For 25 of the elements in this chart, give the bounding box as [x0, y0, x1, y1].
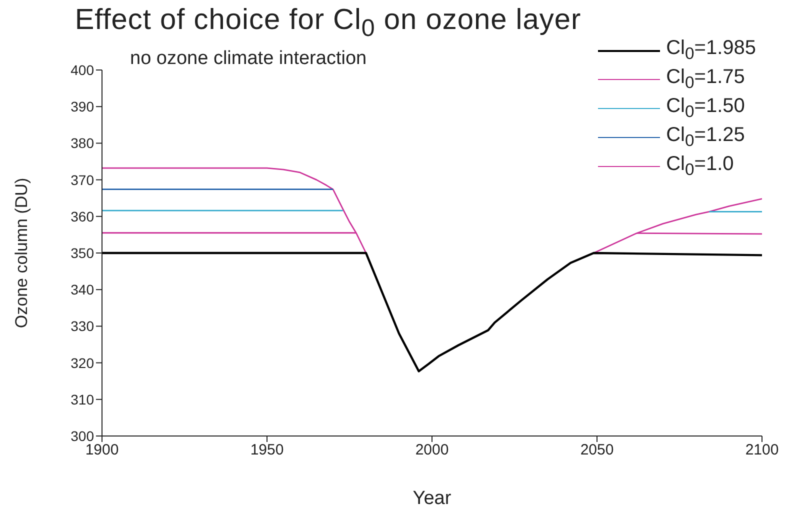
legend-label: Cl$_{0}$=1.985 [666, 37, 756, 64]
x-tick-label: 1900 [85, 442, 119, 459]
x-tick-label: 1950 [250, 442, 284, 459]
y-tick-label: 390 [70, 98, 94, 115]
legend-label: Cl$_{0}$=1.75 [666, 66, 745, 93]
y-tick-label: 380 [70, 135, 94, 152]
legend-label: Cl$_{0}$=1.0 [666, 153, 734, 180]
y-tick-label: 350 [70, 244, 94, 261]
chart-title: Effect of choice for Cl$_{0}$ on ozone layer [74, 4, 582, 43]
y-tick-label: 320 [70, 354, 94, 371]
x-tick-label: 2100 [745, 442, 779, 459]
y-tick-label: 310 [70, 391, 94, 408]
y-tick-label: 400 [70, 62, 94, 78]
legend-label: Cl$_{0}$=1.25 [666, 124, 745, 151]
y-axis-title: Ozone column (DU) [12, 178, 32, 328]
y-tick-label: 300 [70, 428, 94, 444]
y-tick-label: 340 [70, 282, 94, 298]
x-axis-title: Year [412, 488, 452, 510]
y-tick-label: 360 [70, 208, 94, 224]
legend-label: Cl$_{0}$=1.50 [666, 95, 745, 122]
chart-subtitle: no ozone climate interaction [130, 48, 367, 70]
x-tick-label: 2000 [415, 442, 449, 459]
y-tick-label: 370 [70, 172, 94, 188]
y-tick-label: 330 [70, 318, 94, 334]
x-tick-label: 2050 [580, 442, 614, 459]
